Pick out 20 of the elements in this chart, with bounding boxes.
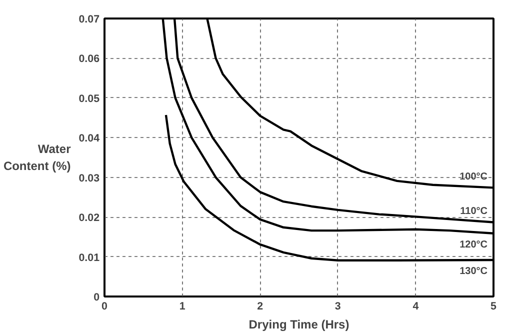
y-tick-label: 0.07 xyxy=(78,14,100,26)
x-tick-label: 5 xyxy=(490,300,497,312)
x-tick-label: 2 xyxy=(257,300,264,312)
series-label: 120°C xyxy=(460,239,488,250)
y-tick-label: 0 xyxy=(94,292,100,304)
y-tick-label: 0.01 xyxy=(78,252,100,264)
y-tick-label: 0.06 xyxy=(78,53,100,66)
x-tick-label: 0 xyxy=(102,300,108,312)
y-tick-label: 0.03 xyxy=(78,172,100,184)
x-axis-title: Drying Time (Hrs) xyxy=(248,318,350,332)
series-label: 110°C xyxy=(460,206,488,218)
x-tick-label: 4 xyxy=(412,300,419,312)
y-tick-label: 0.05 xyxy=(78,92,100,105)
y-tick-label: 0.04 xyxy=(78,132,100,145)
x-tick-label: 3 xyxy=(334,300,341,312)
series-label: 100°C xyxy=(460,172,488,183)
series-label: 130°C xyxy=(460,266,488,277)
x-tick-label: 1 xyxy=(179,300,186,312)
y-tick-label: 0.02 xyxy=(78,212,100,224)
y-axis-title: Water Content (%) xyxy=(3,142,72,173)
